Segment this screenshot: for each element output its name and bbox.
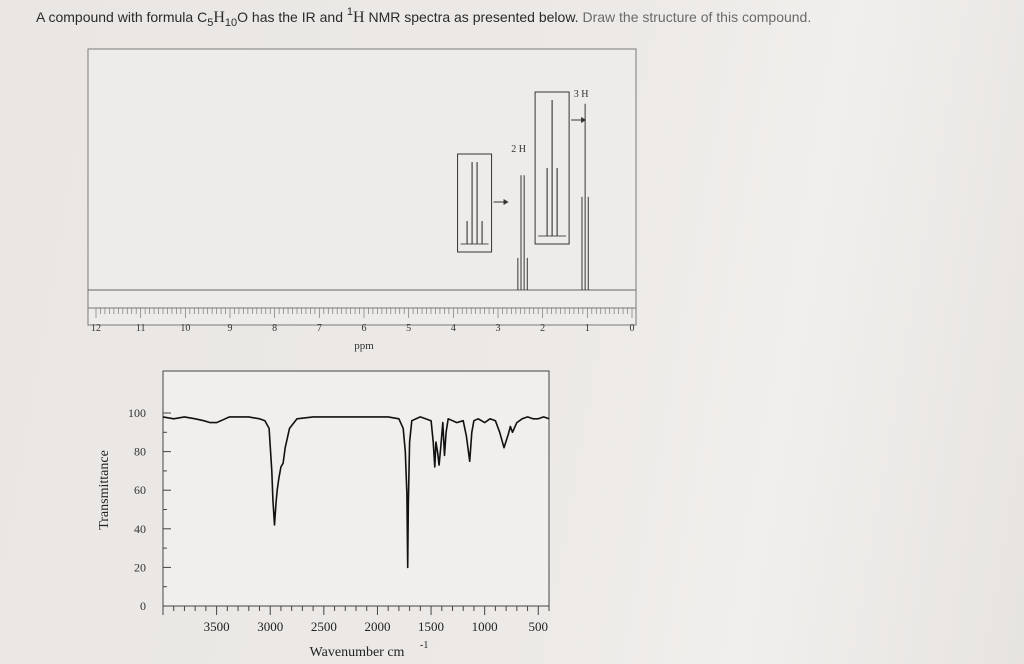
nmr-plot-frame [87, 48, 637, 326]
nmr-tick-label: 8 [272, 323, 277, 334]
question-part-3: O has the IR and [237, 9, 347, 25]
nmr-tick-label: 0 [630, 323, 635, 334]
ir-y-axis-title: Transmittance [97, 450, 112, 530]
ir-x-tick-label: 2000 [364, 619, 390, 634]
nmr-tick-label: 11 [136, 323, 146, 334]
nmr-integration-label: 2 H [511, 144, 526, 155]
nmr-tick-label: 10 [180, 323, 190, 334]
ir-x-axis-title-exponent: -1 [420, 640, 428, 651]
ir-y-tick-label: 60 [134, 483, 146, 497]
question-subscript-hydrogen: 10 [224, 17, 238, 29]
question-part-5: NMR spectra as presented below. [364, 9, 583, 25]
nmr-x-axis-title: ppm [354, 340, 374, 352]
ir-x-tick-label: 1000 [472, 619, 498, 634]
nmr-tick-label: 4 [451, 323, 456, 334]
nmr-inset-arrowhead [503, 199, 509, 205]
nmr-tick-label: 7 [317, 323, 322, 334]
nmr-inset-box [534, 91, 570, 245]
ir-y-tick-label: 80 [134, 445, 146, 459]
ir-x-tick-label: 3000 [257, 619, 283, 634]
question-part-6: Draw the structure of this compound. [582, 9, 812, 25]
nmr-inset-box [457, 153, 493, 253]
nmr-integration-label: 3 H [574, 89, 589, 100]
nmr-inset-arrowhead [581, 117, 587, 123]
nmr-tick-label: 5 [406, 323, 411, 334]
question-part-1: A compound with formula C [36, 9, 208, 25]
ir-x-tick-label: 3500 [204, 619, 230, 634]
ir-y-tick-label: 0 [140, 599, 146, 613]
ir-x-tick-label: 500 [529, 619, 549, 634]
ir-x-tick-label: 1500 [418, 619, 444, 634]
question-part-4: H [353, 9, 365, 26]
nmr-tick-label: 6 [362, 323, 367, 334]
ir-spectrum-trace [162, 416, 550, 569]
question-subscript-carbon: 5 [207, 17, 214, 29]
nmr-tick-label: 1 [585, 323, 590, 334]
nmr-tick-label: 2 [540, 323, 545, 334]
nmr-tick-label: 3 [496, 323, 501, 334]
ir-plot-frame [162, 370, 550, 607]
question-superscript: 1 [346, 6, 353, 18]
question-part-2: H [213, 9, 225, 26]
ir-x-axis-title: Wavenumber cm [310, 645, 405, 660]
ir-y-tick-label: 100 [128, 406, 146, 420]
ir-y-tick-label: 40 [134, 522, 146, 536]
nmr-tick-label: 12 [91, 323, 101, 334]
ir-y-tick-label: 20 [134, 560, 146, 574]
ir-x-tick-label: 2500 [311, 619, 337, 634]
question-text: A compound with formula C5H10O has the I… [36, 6, 1016, 29]
nmr-tick-label: 9 [228, 323, 233, 334]
